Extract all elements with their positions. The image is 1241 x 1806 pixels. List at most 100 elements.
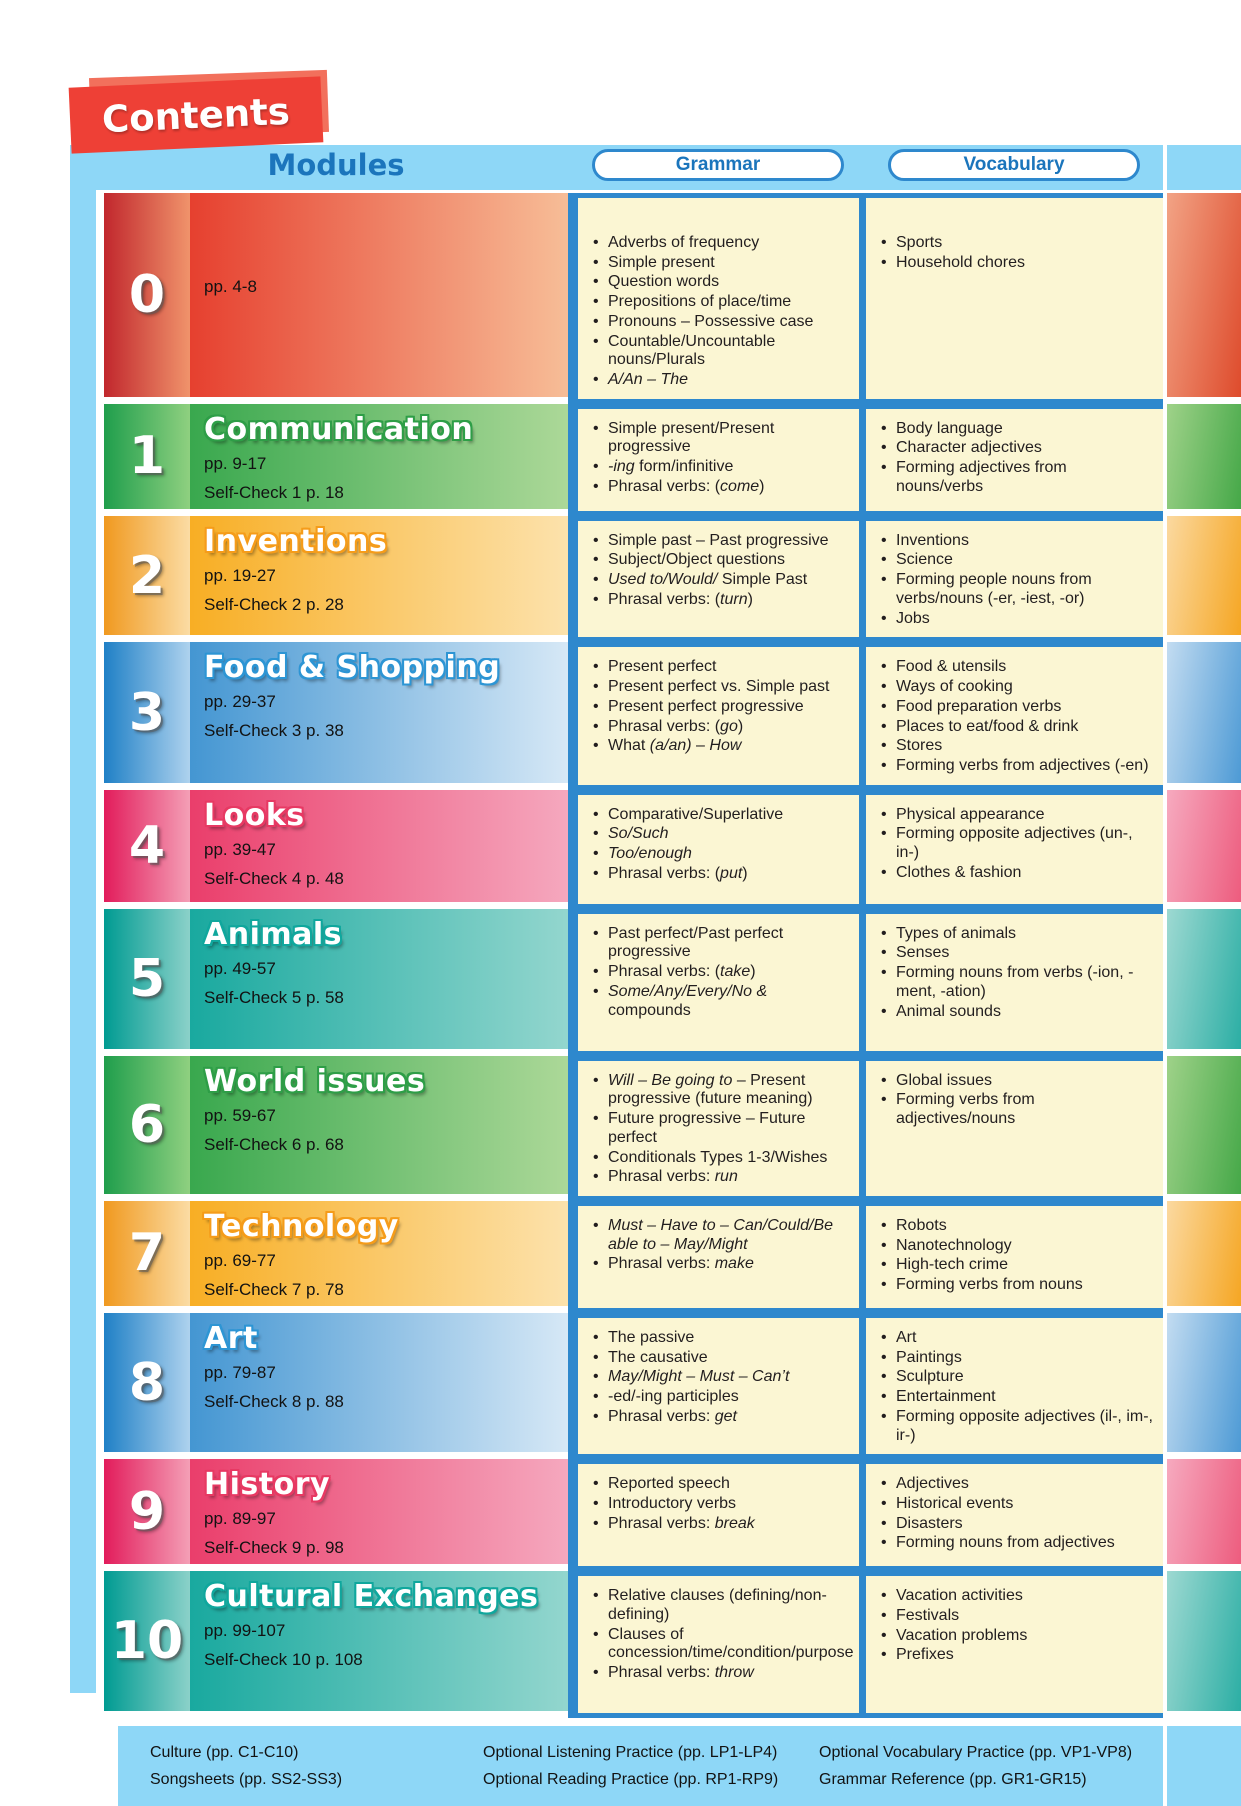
grammar-list: Simple present/Present progressive-ing f… (591, 420, 851, 497)
module-cell: 9 History pp. 89-97 Self-Check 9 p. 98 (104, 1459, 568, 1565)
grammar-vocabulary-zone: Reported speechIntroductory verbsPhrasal… (568, 1459, 1163, 1572)
module-self-check: Self-Check 1 p. 18 (204, 482, 344, 502)
vocabulary-list: InventionsScienceForming people nouns fr… (879, 532, 1155, 629)
module-text: Technology pp. 69-77 Self-Check 7 p. 78 (204, 1201, 568, 1306)
module-cell: 8 Art pp. 79-87 Self-Check 8 p. 88 (104, 1312, 568, 1453)
module-color-strip (1167, 403, 1241, 509)
table-row: 10 Cultural Exchanges pp. 99-107 Self-Check… (104, 1571, 1241, 1719)
module-color-strip (1167, 515, 1241, 636)
module-self-check: Self-Check 7 p. 78 (204, 1279, 344, 1299)
list-item: Forming opposite adjectives (il-, im-, i… (879, 1408, 1155, 1445)
list-item: Forming adjectives from nouns/verbs (879, 459, 1155, 496)
grammar-vocabulary-zone: Simple present/Present progressive-ing f… (568, 403, 1163, 516)
module-self-check: Self-Check 9 p. 98 (204, 1538, 344, 1558)
grammar-list: Past perfect/Past perfect progressivePhr… (591, 925, 851, 1021)
grammar-cell: Present perfectPresent perfect vs. Simpl… (578, 647, 859, 785)
footer-line: Grammar Reference (pp. GR1-GR15) (819, 1771, 1087, 1789)
list-item: Phrasal verbs: get (591, 1408, 851, 1427)
module-color-strip (1167, 1312, 1241, 1453)
footer-bar: Culture (pp. C1-C10) Songsheets (pp. SS2-… (118, 1726, 1163, 1806)
grammar-list: Must – Have to – Can/Could/Be able to – … (591, 1217, 851, 1274)
module-number: 4 (128, 815, 166, 876)
module-cell: 5 Animals pp. 49-57 Self-Check 5 p. 58 (104, 908, 568, 1049)
column-header-grammar: Grammar (592, 149, 844, 181)
page-title: Contents (101, 89, 291, 141)
vocabulary-cell: Vacation activitiesFestivalsVacation pro… (866, 1576, 1163, 1714)
vocabulary-list: Body languageCharacter adjectivesForming… (879, 420, 1155, 497)
module-text: Inventions pp. 19-27 Self-Check 2 p. 28 (204, 516, 568, 621)
list-item: Sports (879, 234, 1155, 253)
list-item: Character adjectives (879, 439, 1155, 458)
list-item: Places to eat/food & drink (879, 718, 1155, 737)
grammar-cell: Must – Have to – Can/Could/Be able to – … (578, 1205, 859, 1308)
module-color-strip (1167, 1055, 1241, 1194)
grammar-list: Simple past – Past progressiveSubject/Ob… (591, 532, 851, 610)
list-item: Disasters (879, 1515, 1155, 1534)
module-rows: 0pp. 4-8Adverbs of frequencySimple prese… (104, 193, 1241, 1719)
list-item: Body language (879, 420, 1155, 439)
module-number: 0 (128, 264, 166, 325)
grammar-vocabulary-zone: Comparative/SuperlativeSo/SuchToo/enough… (568, 789, 1163, 909)
list-item: -ed/-ing participles (591, 1388, 851, 1407)
vocabulary-cell: Food & utensilsWays of cookingFood prepa… (866, 647, 1163, 785)
module-text: Animals pp. 49-57 Self-Check 5 p. 58 (204, 909, 568, 1014)
module-color-strip (1167, 1459, 1241, 1565)
list-item: Adverbs of frequency (591, 234, 851, 253)
module-title: Art (204, 1320, 258, 1356)
column-header-vocabulary: Vocabulary (888, 149, 1140, 181)
list-item: Too/enough (591, 845, 851, 864)
vocabulary-list: Vacation activitiesFestivalsVacation pro… (879, 1587, 1155, 1665)
list-item: The causative (591, 1349, 851, 1368)
grammar-vocabulary-zone: Present perfectPresent perfect vs. Simpl… (568, 642, 1163, 790)
grammar-vocabulary-zone: Relative clauses (defining/non-defining)… (568, 1571, 1163, 1719)
module-number: 7 (128, 1223, 166, 1284)
vocabulary-list: RobotsNanotechnologyHigh-tech crimeFormi… (879, 1217, 1155, 1295)
footer-group: Optional Vocabulary Practice (pp. VP1-VP… (819, 1739, 1132, 1793)
list-item: Question words (591, 273, 851, 292)
module-pages: pp. 29-37 (204, 692, 276, 712)
list-item: Jobs (879, 610, 1155, 629)
list-item: Forming verbs from adjectives/nouns (879, 1091, 1155, 1128)
list-item: Physical appearance (879, 806, 1155, 825)
table-row: 6 World issues pp. 59-67 Self-Check 6 p. 68… (104, 1055, 1241, 1201)
module-pages: pp. 59-67 (204, 1105, 276, 1125)
module-cell: 7 Technology pp. 69-77 Self-Check 7 p. 78 (104, 1200, 568, 1306)
list-item: Robots (879, 1217, 1155, 1236)
module-cell: 3 Food & Shopping pp. 29-37 Self-Check 3 p.… (104, 642, 568, 783)
list-item: Global issues (879, 1072, 1155, 1091)
list-item: Phrasal verbs: (put) (591, 865, 851, 884)
module-color-strip (1167, 193, 1241, 397)
vocabulary-cell: Physical appearanceForming opposite adje… (866, 794, 1163, 904)
grammar-cell: Relative clauses (defining/non-defining)… (578, 1576, 859, 1714)
grammar-vocabulary-zone: Will – Be going to – Present progressive… (568, 1055, 1163, 1201)
module-title: Food & Shopping (204, 650, 501, 686)
list-item: Present perfect (591, 658, 851, 677)
module-text: Looks pp. 39-47 Self-Check 4 p. 48 (204, 790, 568, 895)
module-self-check: Self-Check 5 p. 58 (204, 987, 344, 1007)
list-item: What (a/an) – How (591, 737, 851, 756)
table-row: 7 Technology pp. 69-77 Self-Check 7 p. 78 Mu… (104, 1200, 1241, 1313)
list-item: Phrasal verbs: make (591, 1255, 851, 1274)
grammar-cell: Simple present/Present progressive-ing f… (578, 408, 859, 511)
module-text: History pp. 89-97 Self-Check 9 p. 98 (204, 1459, 568, 1564)
table-row: 4 Looks pp. 39-47 Self-Check 4 p. 48 Compara… (104, 789, 1241, 909)
left-frame-bar (70, 145, 96, 1693)
list-item: Phrasal verbs: (take) (591, 963, 851, 982)
module-text: Communication pp. 9-17 Self-Check 1 p. 18 (204, 404, 568, 509)
list-item: Phrasal verbs: (go) (591, 718, 851, 737)
list-item: Phrasal verbs: (turn) (591, 591, 851, 610)
list-item: Food preparation verbs (879, 698, 1155, 717)
list-item: Household chores (879, 254, 1155, 273)
grammar-list: Will – Be going to – Present progressive… (591, 1072, 851, 1187)
vocabulary-cell: Types of animalsSensesForming nouns from… (866, 913, 1163, 1051)
footer-line: Culture (pp. C1-C10) (150, 1744, 299, 1762)
list-item: Simple past – Past progressive (591, 532, 851, 551)
list-item: Art (879, 1329, 1155, 1348)
module-self-check: Self-Check 4 p. 48 (204, 868, 344, 888)
module-pages: pp. 39-47 (204, 839, 276, 859)
list-item: High-tech crime (879, 1256, 1155, 1275)
module-cell: 6 World issues pp. 59-67 Self-Check 6 p. 68 (104, 1055, 568, 1194)
table-header-band-edge (1167, 145, 1241, 190)
vocabulary-list: ArtPaintingsSculptureEntertainmentFormin… (879, 1329, 1155, 1445)
table-row: 0 pp. 4-8 Adverbs of frequencySimple prese… (104, 193, 1241, 404)
